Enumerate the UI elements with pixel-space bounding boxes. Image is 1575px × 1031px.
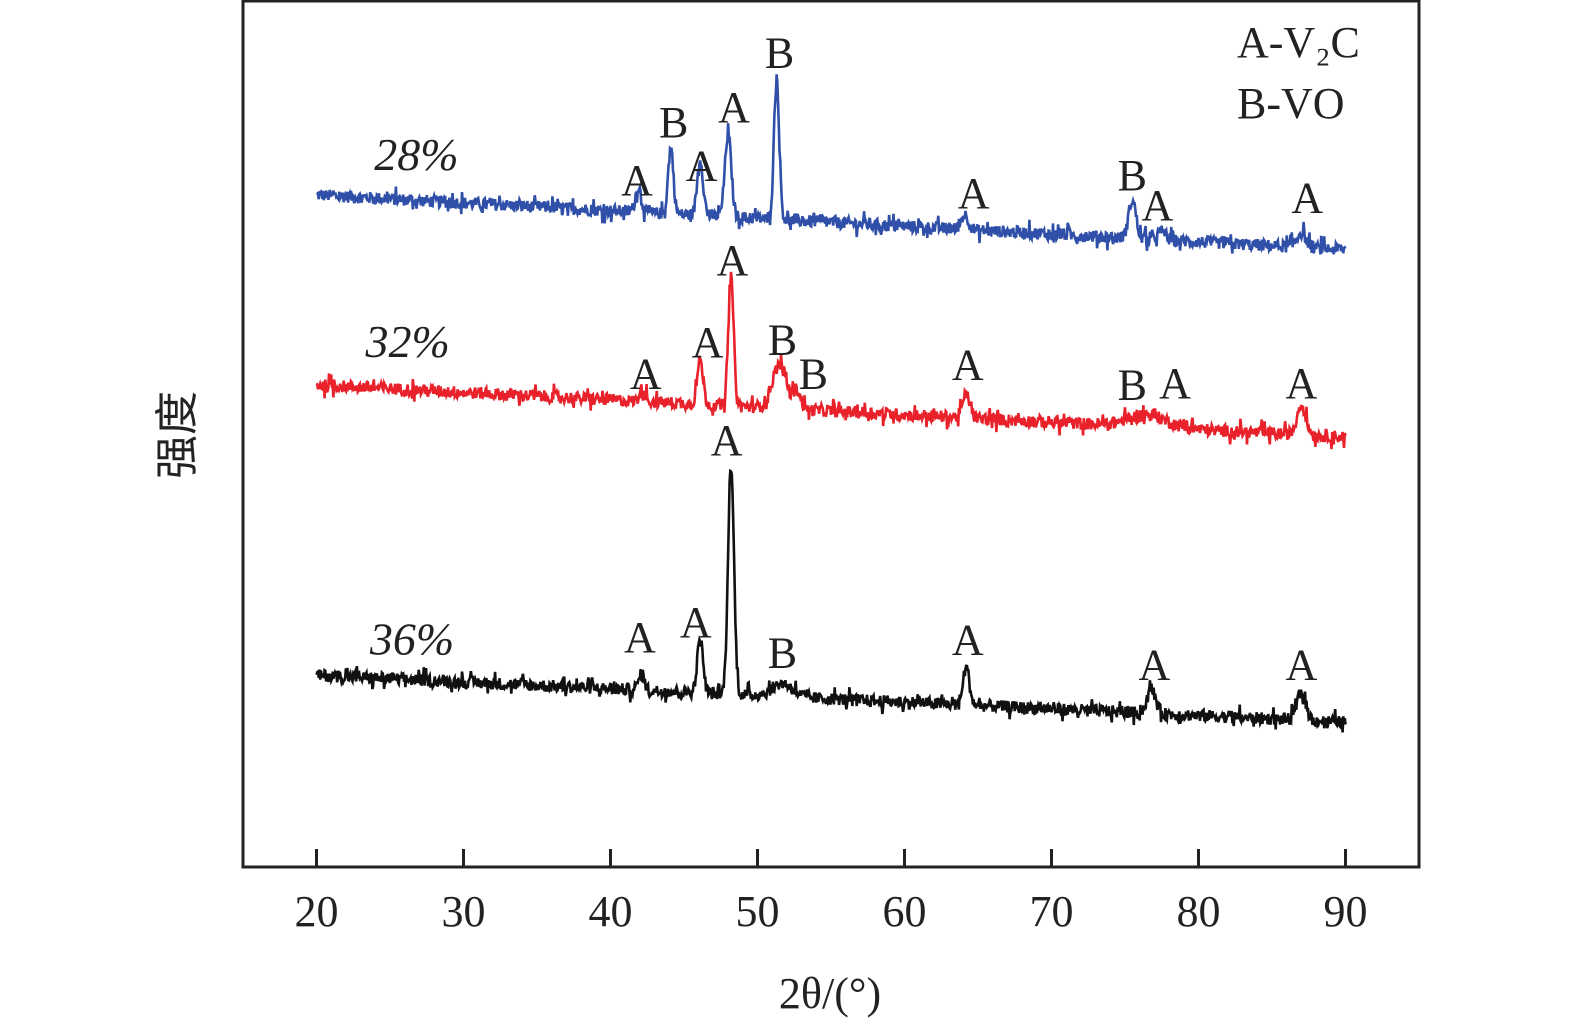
peak-label: A (624, 613, 656, 662)
x-axis-ticks: 20 30 40 50 60 70 80 90 (295, 849, 1368, 936)
peak-label: A (1286, 641, 1318, 690)
peak-label: A (958, 169, 990, 218)
peak-label: B (765, 29, 794, 78)
peak-label: B (1118, 361, 1147, 410)
peak-label: A (1286, 359, 1318, 408)
peak-label: A (1139, 641, 1171, 690)
peak-label: A (680, 598, 712, 647)
peak-label: B (768, 629, 797, 678)
legend-entry-a: A-V₂C (1237, 18, 1360, 67)
peak-label: A (692, 318, 724, 367)
peak-label: A (718, 83, 750, 132)
peak-label: B (659, 98, 688, 147)
plot-frame (241, 0, 1421, 869)
series-label: 32% (364, 316, 449, 367)
legend: A-V₂C B-VO (1237, 18, 1360, 128)
peak-label: A (1159, 359, 1191, 408)
peak-label: A (686, 141, 718, 190)
peak-label: A (621, 156, 653, 205)
series-label: 28% (374, 129, 458, 180)
peak-label: A (630, 349, 662, 398)
peak-label: B (1118, 151, 1147, 200)
legend-entry-b: B-VO (1237, 79, 1345, 128)
x-axis-label: 2θ/(°) (779, 969, 881, 1018)
peak-label: A (711, 416, 743, 465)
x-tick-label: 50 (736, 887, 780, 936)
peak-label: A (1141, 181, 1173, 230)
series-label: 36% (369, 614, 454, 665)
x-tick-label: 60 (883, 887, 927, 936)
peak-label: A (952, 616, 984, 665)
series-layer (315, 74, 1347, 733)
x-tick-label: 20 (295, 887, 339, 936)
y-axis-label: 强度 (153, 391, 202, 479)
peak-label: B (768, 316, 797, 365)
x-tick-label: 70 (1030, 887, 1074, 936)
peak-label: A (952, 341, 984, 390)
x-tick-label: 80 (1177, 887, 1221, 936)
series-line-28pct (315, 74, 1347, 255)
x-tick-label: 30 (442, 887, 486, 936)
series-line-32pct (315, 271, 1347, 450)
x-tick-label: 40 (589, 887, 633, 936)
peak-label: A (717, 236, 749, 285)
peak-label: B (799, 349, 828, 398)
series-line-36pct (315, 468, 1347, 733)
peak-label: A (1291, 173, 1323, 222)
x-tick-label: 90 (1324, 887, 1368, 936)
